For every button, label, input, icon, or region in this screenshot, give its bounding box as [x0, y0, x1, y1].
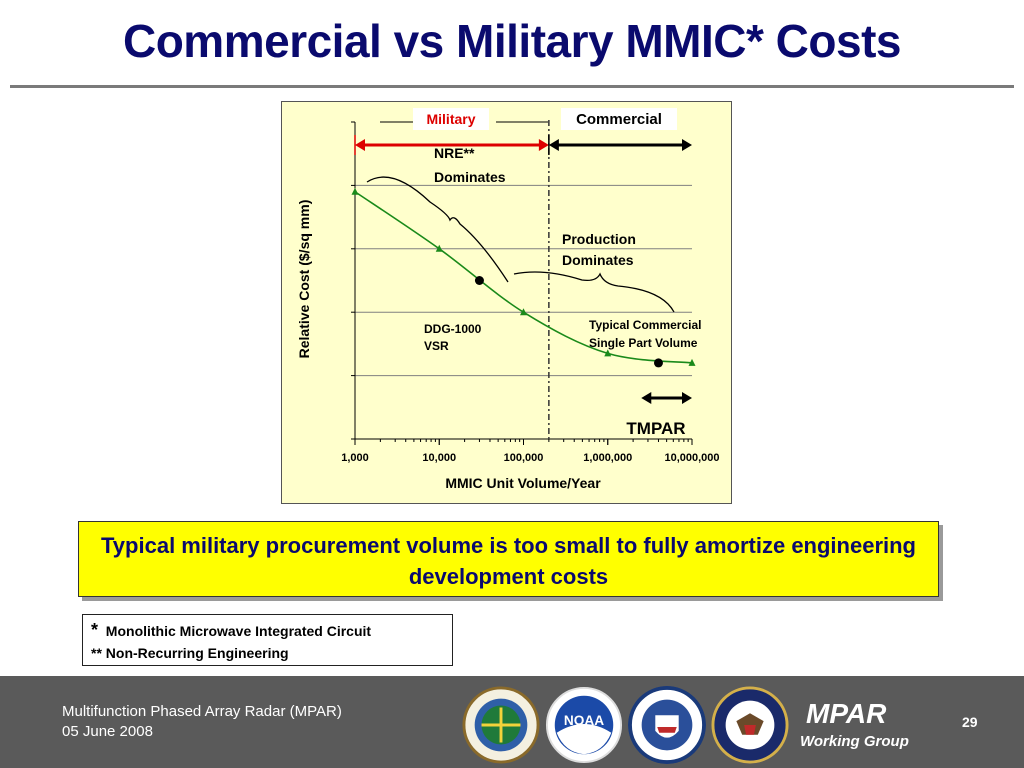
x-tick-label: 10,000 — [422, 452, 456, 464]
military-label: Military — [426, 111, 475, 127]
region-arrowhead — [355, 139, 365, 151]
cost-chart: 1,000 10,000 100,000 1,000,000 10,000,000 MM… — [296, 108, 720, 491]
typical-commercial-label-line2: Single Part Volume — [589, 336, 698, 350]
chart-panel: 1,000 10,000 100,000 1,000,000 10,000,000 MM… — [281, 101, 732, 504]
production-label-line2: Dominates — [562, 252, 634, 268]
commercial-label-box — [561, 108, 677, 130]
military-label-box — [413, 108, 489, 130]
slide-title: Commercial vs Military MMIC* Costs — [122, 15, 902, 67]
nre-brace — [366, 176, 509, 283]
nre-label-line2: Dominates — [434, 169, 506, 185]
region-arrowhead — [682, 139, 692, 151]
footer-title: Multifunction Phased Array Radar (MPAR) — [62, 703, 342, 720]
footnote-box: * Monolithic Microwave Integrated Circui… — [82, 614, 453, 666]
typical-commercial-label-line1: Typical Commercial — [589, 318, 702, 332]
nre-label-line1: NRE** — [434, 145, 475, 161]
region-arrowhead — [548, 139, 559, 151]
x-ticks — [351, 121, 693, 445]
curve-point — [520, 308, 527, 316]
tmpar-arrowhead — [682, 392, 692, 404]
footnote-mmic: Monolithic Microwave Integrated Circuit — [105, 623, 372, 639]
x-tick-labels: 1,000 10,000 100,000 1,000,000 10,000,000 — [341, 452, 719, 464]
x-tick-label: 100,000 — [504, 452, 544, 464]
footnote-asterisk: * — [91, 620, 99, 640]
key-takeaway-callout: Typical military procurement volume is t… — [78, 521, 939, 597]
faa-seal-icon — [462, 686, 540, 764]
mpar-brand-subtitle: Working Group — [800, 733, 909, 750]
tmpar-label: TMPAR — [626, 419, 685, 438]
footer-date: 05 June 2008 — [62, 723, 153, 740]
y-axis-label: Relative Cost ($/sq mm) — [296, 200, 312, 359]
production-brace — [513, 271, 675, 313]
svg-text:NOAA: NOAA — [564, 713, 604, 728]
tmpar-range-arrow — [641, 392, 692, 404]
curve-point — [604, 349, 612, 357]
title-divider — [10, 85, 1014, 88]
noaa-seal-icon: NOAA — [545, 686, 623, 764]
ddg1000-marker — [474, 276, 484, 285]
x-axis-label: MMIC Unit Volume/Year — [445, 475, 601, 491]
x-tick-label: 10,000,000 — [664, 452, 719, 464]
page-number: 29 — [962, 714, 978, 730]
volume-regions — [354, 121, 692, 155]
region-arrowhead — [538, 139, 549, 151]
x-tick-label: 1,000 — [341, 452, 369, 464]
curve-point — [351, 187, 359, 195]
tmpar-arrowhead — [641, 392, 652, 404]
ddg1000-label-line2: VSR — [424, 339, 449, 353]
curve-point — [435, 244, 443, 252]
production-label-line1: Production — [562, 231, 636, 247]
chart-gridlines — [355, 184, 692, 377]
x-tick-label: 1,000,000 — [583, 452, 632, 464]
dod-seal-icon — [711, 686, 789, 764]
cost-curve-points — [351, 187, 696, 366]
commercial-label: Commercial — [576, 111, 662, 128]
dhs-seal-icon — [628, 686, 706, 764]
typical-commercial-marker — [653, 358, 663, 368]
footnote-nre: ** Non-Recurring Engineering — [91, 645, 289, 661]
ddg1000-label-line1: DDG-1000 — [424, 322, 482, 336]
curve-point — [688, 358, 696, 366]
footer-bar: Multifunction Phased Array Radar (MPAR) … — [0, 676, 1024, 768]
mpar-brand: MPAR — [806, 698, 887, 729]
